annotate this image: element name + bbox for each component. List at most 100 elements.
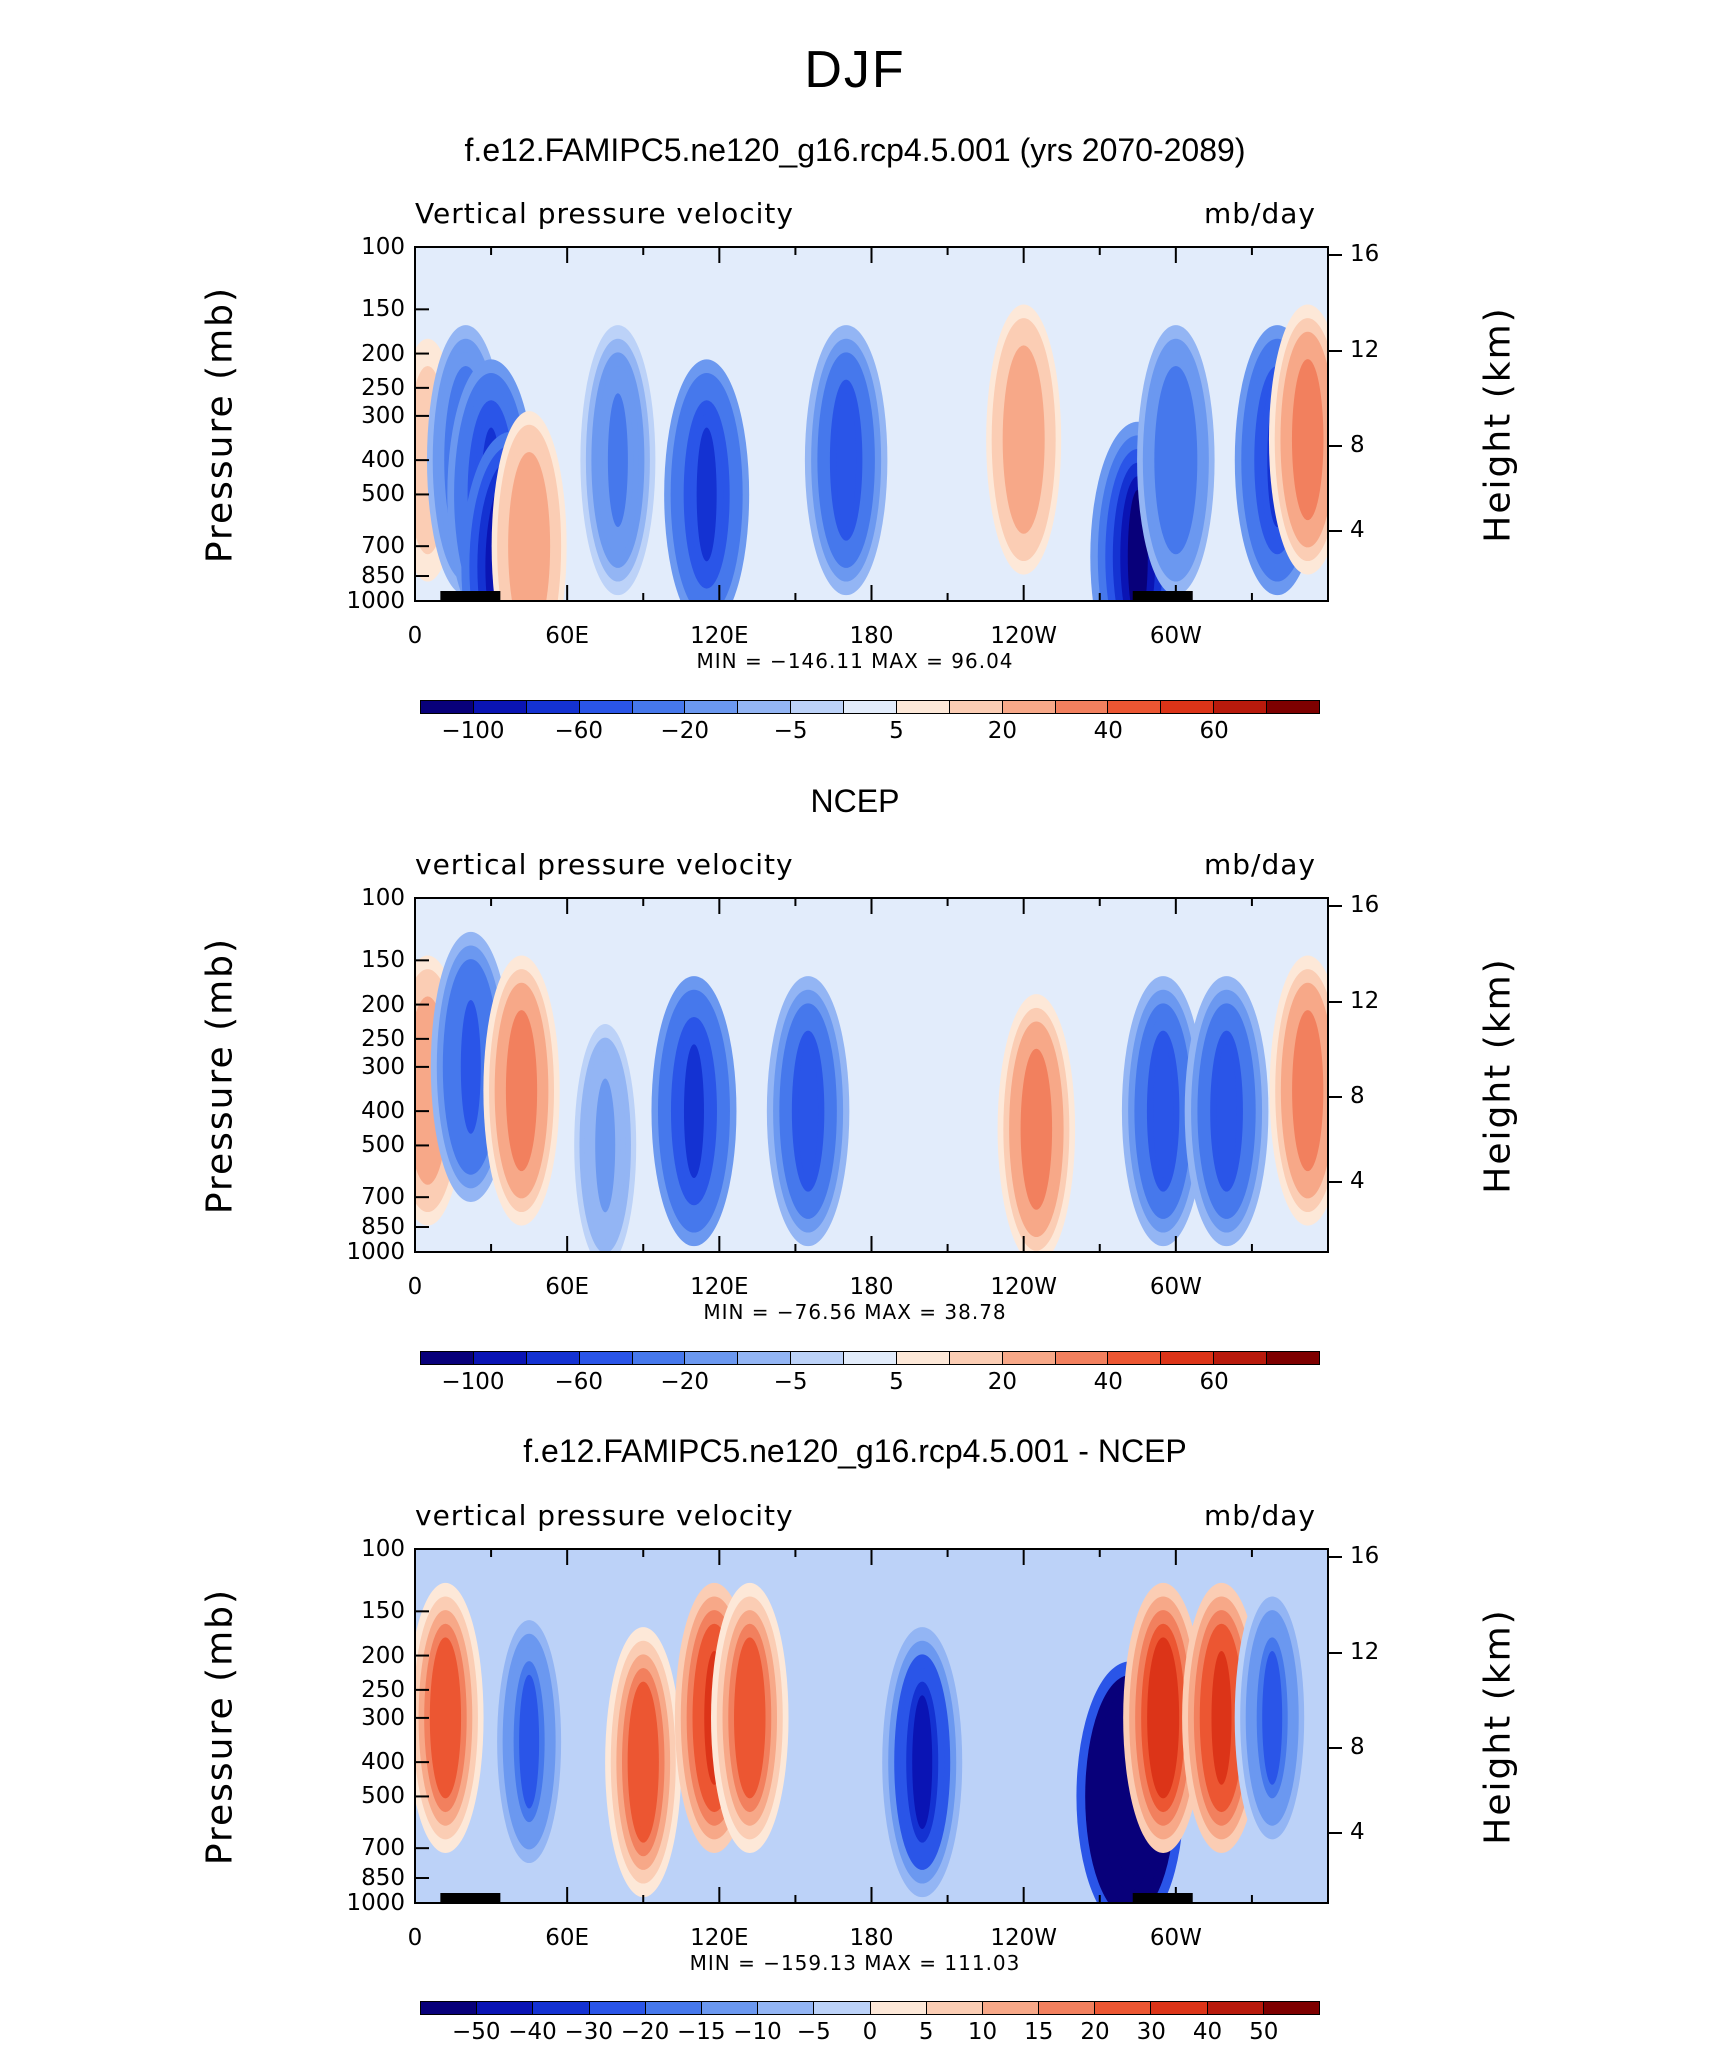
x-tick-label: 120W bbox=[990, 1274, 1057, 1300]
x-tick-label: 60E bbox=[545, 1274, 590, 1300]
colorbar-swatch bbox=[926, 2002, 983, 2014]
colorbar-swatch bbox=[1055, 1352, 1109, 1364]
x-tick-label: 120W bbox=[990, 623, 1057, 649]
y-tick-label: 100 bbox=[361, 885, 405, 911]
y-axis-title: Pressure (mb) bbox=[199, 285, 241, 564]
min-max-label: MIN = −146.11 MAX = 96.04 bbox=[696, 649, 1014, 673]
colorbar-swatch bbox=[844, 701, 897, 713]
colorbar-label: 5 bbox=[889, 718, 904, 744]
colorbar-swatch bbox=[1267, 701, 1319, 713]
field-feature-7-level-5 bbox=[836, 393, 857, 528]
topography-south-america bbox=[1132, 591, 1193, 601]
x-tick-label: 120W bbox=[990, 1925, 1057, 1951]
colorbar-label: −100 bbox=[441, 1369, 505, 1395]
units-label: mb/day bbox=[1204, 1499, 1316, 1532]
colorbar-swatch bbox=[1207, 2002, 1264, 2014]
variable-label: vertical pressure velocity bbox=[415, 1499, 794, 1532]
colorbar-swatch bbox=[949, 1352, 1003, 1364]
panel-title: f.e12.FAMIPC5.ne120_g16.rcp4.5.001 (yrs … bbox=[464, 132, 1246, 168]
colorbar-swatch bbox=[1214, 1352, 1267, 1364]
y-tick-label: 250 bbox=[361, 1025, 405, 1052]
x-tick-label: 0 bbox=[407, 1925, 423, 1951]
field-feature-2-level-5 bbox=[511, 1023, 532, 1158]
y2-tick bbox=[1328, 1747, 1342, 1750]
colorbar-label: −20 bbox=[660, 718, 709, 744]
y-tick-label: 300 bbox=[361, 1053, 405, 1080]
y-tick-label: 150 bbox=[361, 1598, 405, 1625]
colorbar-swatch bbox=[1151, 2002, 1208, 2014]
units-label: mb/day bbox=[1204, 848, 1316, 881]
y2-tick-label: 8 bbox=[1350, 1734, 1365, 1761]
colorbar-label: −5 bbox=[773, 718, 808, 744]
colorbar-swatch bbox=[1055, 701, 1109, 713]
colorbar-label: −20 bbox=[660, 1369, 709, 1395]
field-feature-5-level-5 bbox=[798, 1044, 819, 1179]
field-feature-8-level-5 bbox=[1216, 1044, 1237, 1179]
colorbar-swatch bbox=[1039, 2002, 1096, 2014]
field-feature-5-level-5 bbox=[607, 393, 628, 528]
colorbar-swatch bbox=[982, 2002, 1040, 2014]
y-tick-label: 500 bbox=[361, 1132, 405, 1159]
colorbar-label: 40 bbox=[1093, 718, 1123, 744]
colorbar-label: 20 bbox=[987, 718, 1017, 744]
y-tick-label: 200 bbox=[361, 991, 405, 1018]
colorbar-swatch bbox=[421, 2002, 478, 2014]
colorbar bbox=[420, 1351, 1320, 1365]
y-tick-label: 300 bbox=[361, 402, 405, 429]
y2-tick bbox=[1328, 1556, 1342, 1559]
colorbar-label: −60 bbox=[554, 718, 604, 744]
y-tick-label: 700 bbox=[361, 1835, 405, 1862]
min-max-label: MIN = −159.13 MAX = 111.03 bbox=[689, 1951, 1021, 1975]
heatmap-plot bbox=[414, 1548, 1329, 1904]
field-feature-8-level-5 bbox=[1211, 1650, 1232, 1785]
colorbar bbox=[420, 700, 1320, 714]
colorbar-swatch bbox=[896, 1352, 950, 1364]
colorbar-label: 60 bbox=[1199, 1369, 1229, 1395]
y-tick-label: 250 bbox=[361, 374, 405, 401]
colorbar-swatch bbox=[473, 701, 527, 713]
y2-axis-title: Height (km) bbox=[1477, 1608, 1519, 1845]
y2-tick bbox=[1328, 254, 1342, 257]
field-feature-0-level-5 bbox=[435, 1650, 456, 1785]
y-tick-label: 400 bbox=[361, 1098, 405, 1125]
colorbar-swatch bbox=[685, 1352, 739, 1364]
x-tick-label: 60W bbox=[1149, 1274, 1202, 1300]
colorbar-swatch bbox=[632, 1352, 686, 1364]
y-tick-label: 250 bbox=[361, 1676, 405, 1703]
y2-tick bbox=[1328, 1832, 1342, 1835]
heatmap-plot bbox=[414, 246, 1329, 602]
colorbar-label: 5 bbox=[889, 1369, 904, 1395]
field-feature-4-level-5 bbox=[683, 1044, 704, 1179]
colorbar-swatch bbox=[1108, 1352, 1162, 1364]
x-tick-label: 120E bbox=[690, 1274, 749, 1300]
y-tick-label: 1000 bbox=[346, 588, 405, 614]
y-axis-title: Pressure (mb) bbox=[199, 1587, 241, 1866]
colorbar-swatch bbox=[738, 701, 792, 713]
colorbar-label: −60 bbox=[554, 1369, 604, 1395]
x-tick-label: 180 bbox=[849, 1274, 894, 1300]
y2-tick bbox=[1328, 1651, 1342, 1654]
colorbar-swatch bbox=[579, 701, 633, 713]
field-feature-6-level-5 bbox=[1026, 1062, 1047, 1197]
colorbar-swatch bbox=[1002, 1352, 1056, 1364]
colorbar-swatch bbox=[477, 2002, 534, 2014]
field-feature-7-level-5 bbox=[1153, 1044, 1174, 1179]
y-tick-label: 1000 bbox=[346, 1239, 405, 1265]
y2-tick-label: 4 bbox=[1350, 517, 1365, 544]
y-tick-label: 100 bbox=[361, 1536, 405, 1562]
colorbar-swatch bbox=[870, 2002, 927, 2014]
x-tick-label: 60E bbox=[545, 1925, 590, 1951]
heatmap-plot bbox=[414, 897, 1329, 1253]
y-tick-label: 200 bbox=[361, 1642, 405, 1669]
colorbar-swatch bbox=[533, 2002, 590, 2014]
colorbar-swatch bbox=[791, 701, 844, 713]
colorbar-swatch bbox=[844, 1352, 897, 1364]
x-tick-label: 180 bbox=[849, 1925, 894, 1951]
x-tick-label: 180 bbox=[849, 623, 894, 649]
x-tick-label: 120E bbox=[690, 1925, 749, 1951]
y-tick-label: 500 bbox=[361, 481, 405, 508]
y2-tick bbox=[1328, 1000, 1342, 1003]
y2-tick-label: 8 bbox=[1350, 1083, 1365, 1110]
y-tick-label: 1000 bbox=[346, 1890, 405, 1916]
field-feature-1-level-5 bbox=[460, 999, 481, 1134]
